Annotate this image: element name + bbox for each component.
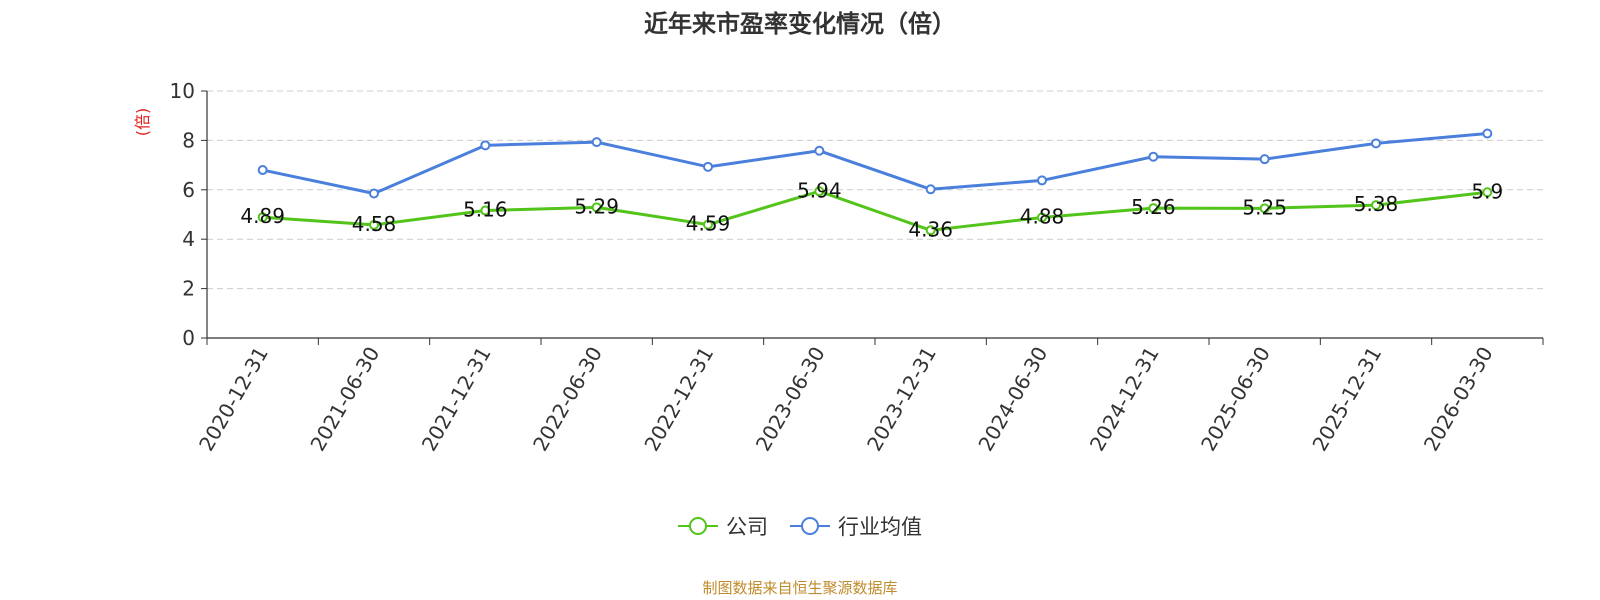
- data-point: [591, 137, 602, 148]
- chart-title: 近年来市盈率变化情况（倍）: [644, 10, 956, 38]
- x-tick-label: 2024-12-31: [1085, 343, 1164, 456]
- x-tick-label: 2026-03-30: [1419, 343, 1498, 456]
- data-point: [1482, 128, 1493, 139]
- x-tick-label: 2025-06-30: [1196, 343, 1275, 456]
- data-point: [480, 205, 491, 216]
- y-tick-label: 2: [182, 277, 195, 301]
- x-tick-label: 2024-06-30: [973, 343, 1052, 456]
- y-tick-label: 4: [182, 227, 195, 251]
- data-point: [1037, 175, 1047, 186]
- data-point: [1259, 203, 1270, 214]
- data-point: [703, 161, 713, 172]
- data-point: [1259, 154, 1270, 165]
- x-tick-label: 2020-12-31: [194, 343, 273, 456]
- data-label: 5.29: [574, 194, 619, 218]
- data-label: 5.26: [1131, 195, 1176, 219]
- data-labels: 4.89 4.58 5.16 5.29 4.59 5.94 4.36 4.88 5.26 5.25…: [240, 178, 1503, 241]
- data-point: [1148, 203, 1159, 214]
- series-line-company: [262, 189, 1488, 232]
- data-label: 5.25: [1242, 195, 1287, 219]
- data-label: 4.88: [1020, 204, 1065, 228]
- data-point: [814, 145, 825, 156]
- axes: 0 2 4 6 8 10 2020-12-31 2021-06-30 2021-12-31 202…: [170, 79, 1544, 456]
- x-tick-label: 2022-06-30: [528, 343, 607, 456]
- data-point: [257, 212, 268, 223]
- data-label: 5.9: [1471, 179, 1503, 203]
- source-footer: 制图数据来自恒生聚源数据库: [702, 579, 898, 597]
- data-point: [1037, 212, 1047, 223]
- data-label: 4.36: [908, 217, 953, 241]
- data-point: [1148, 151, 1159, 162]
- data-point: [591, 202, 602, 213]
- data-point: [925, 184, 936, 195]
- series: [257, 128, 1493, 236]
- x-tick-label: 2025-12-31: [1307, 343, 1386, 456]
- data-label: 4.58: [352, 212, 397, 236]
- y-tick-label: 0: [182, 326, 195, 350]
- x-tick-label: 2023-12-31: [862, 343, 941, 456]
- y-tick-label: 8: [182, 128, 195, 152]
- data-point: [369, 188, 379, 199]
- data-label: 4.59: [686, 212, 731, 236]
- legend-item-industry[interactable]: 行业均值: [790, 511, 922, 541]
- series-line-industry: [262, 131, 1488, 196]
- y-axis-title: (倍): [133, 108, 152, 137]
- x-tick-label: 2021-06-30: [305, 343, 384, 456]
- data-point: [925, 225, 936, 236]
- x-tick-label: 2022-12-31: [639, 343, 718, 456]
- grid-lines: [207, 90, 1543, 290]
- legend-line-circle-icon: [678, 517, 718, 535]
- y-tick-label: 10: [170, 79, 195, 103]
- legend-item-company[interactable]: 公司: [678, 511, 768, 541]
- data-point: [1371, 200, 1381, 211]
- data-point: [480, 140, 491, 151]
- y-tick-label: 6: [182, 178, 195, 202]
- data-point: [814, 186, 825, 197]
- data-point: [369, 219, 379, 230]
- data-label: 5.38: [1354, 192, 1399, 216]
- legend-line-circle-icon: [790, 517, 830, 535]
- data-point: [703, 219, 713, 230]
- data-label: 5.16: [463, 198, 508, 222]
- data-point: [1371, 138, 1381, 149]
- x-tick-label: 2021-12-31: [417, 343, 496, 456]
- legend-label-company: 公司: [726, 515, 768, 539]
- x-tick-label: 2023-06-30: [751, 343, 830, 456]
- data-label: 4.89: [240, 204, 285, 228]
- legend: 公司 行业均值: [0, 511, 1600, 541]
- data-point: [1482, 187, 1493, 198]
- data-point: [257, 165, 268, 176]
- legend-label-industry: 行业均值: [838, 515, 922, 539]
- data-label: 5.94: [797, 178, 842, 202]
